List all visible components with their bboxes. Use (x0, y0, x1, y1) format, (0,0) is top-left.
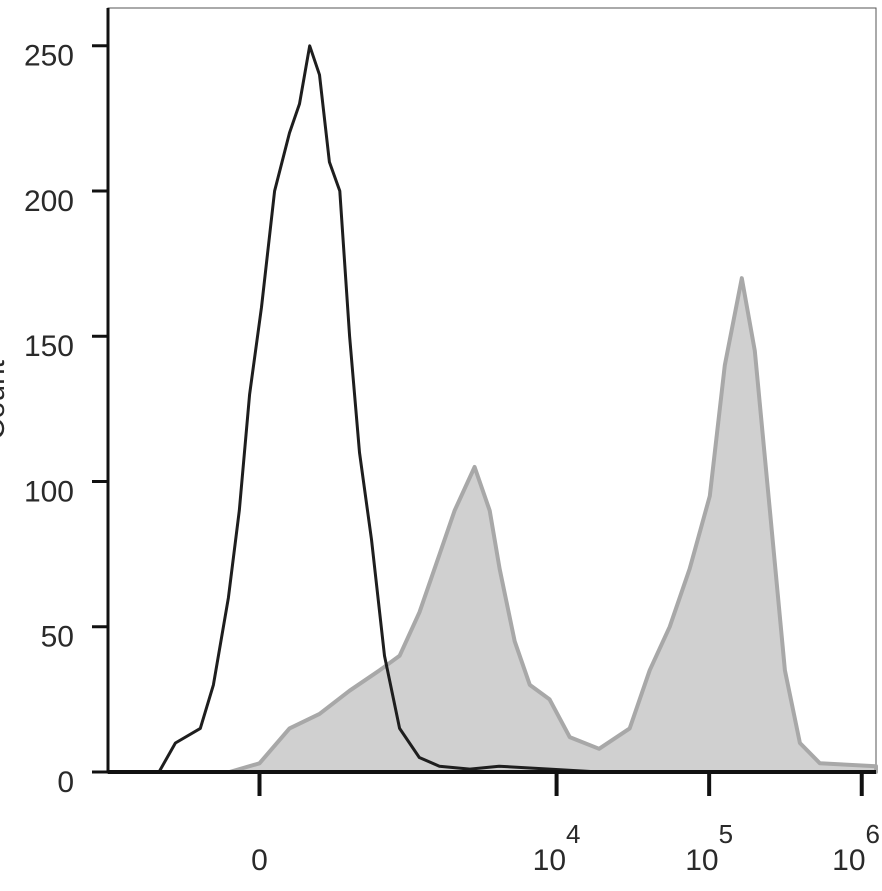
x-tick-base: 10 (832, 844, 865, 877)
y-tick-label: 50 (41, 621, 74, 654)
x-tick-label: 104 (533, 819, 581, 877)
y-tick-label: 150 (24, 330, 74, 363)
histogram-area (106, 276, 878, 774)
histogram-line (108, 44, 876, 774)
y-tick-label: 0 (57, 766, 74, 799)
x-tick-label: 0 (251, 844, 268, 877)
x-tick-base: 10 (685, 844, 718, 877)
x-tick-exponent: 4 (566, 819, 580, 849)
x-tick-label: 106 (832, 819, 880, 877)
y-tick-label: 200 (24, 185, 74, 218)
x-tick-base: 10 (533, 844, 566, 877)
y-tick-label: 100 (24, 475, 74, 508)
x-tick-label: 105 (685, 819, 733, 877)
y-axis-label: Count (0, 359, 11, 440)
x-tick-base: 0 (251, 844, 268, 877)
x-tick-exponent: 5 (719, 819, 733, 849)
y-tick-label: 250 (24, 40, 74, 73)
x-tick-exponent: 6 (866, 819, 880, 849)
